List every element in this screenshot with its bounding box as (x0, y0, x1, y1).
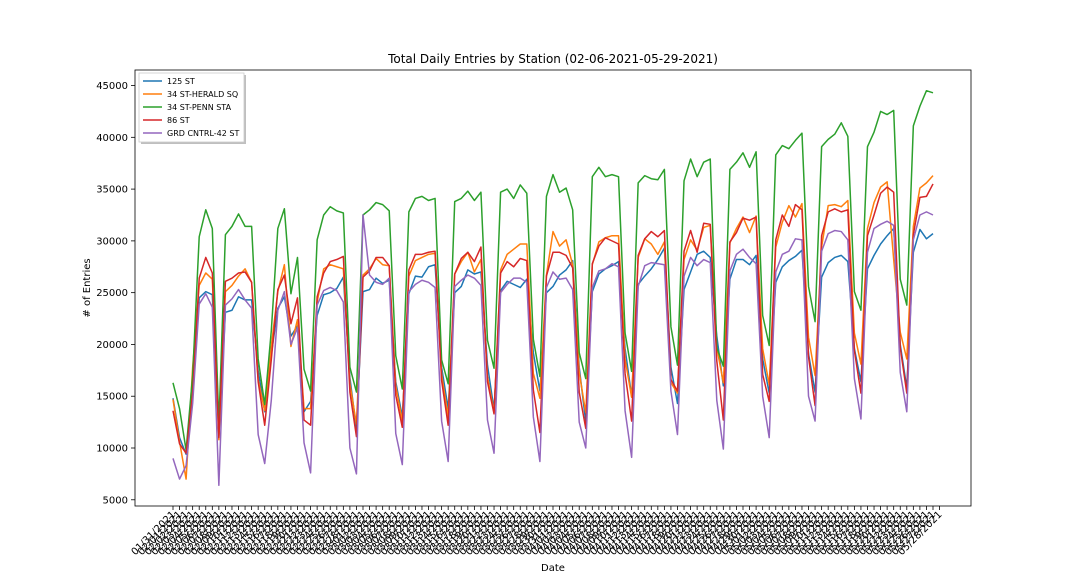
plot-area (134, 69, 972, 507)
y-tick-label: 15000 (96, 392, 128, 403)
x-axis-label: Date (541, 563, 565, 574)
y-tick-label: 25000 (96, 288, 128, 299)
legend-entry: 34 ST-HERALD SQ (167, 90, 238, 99)
y-tick-label: 5000 (103, 495, 128, 506)
series-layer (172, 89, 934, 487)
legend: 125 ST 34 ST-HERALD SQ 34 ST-PENN STA 86 ST… (138, 72, 246, 144)
series-line-4 (172, 183, 934, 454)
legend-items: 125 ST 34 ST-HERALD SQ 34 ST-PENN STA 86 ST… (143, 77, 239, 138)
chart-title: Total Daily Entries by Station (02-06-20… (387, 52, 718, 66)
legend-entry: 34 ST-PENN STA (167, 103, 232, 112)
y-tick-label: 20000 (96, 340, 128, 351)
series-line-3 (172, 89, 934, 451)
y-tick-label: 10000 (96, 444, 128, 455)
legend-entry: 125 ST (167, 77, 195, 86)
series-line-5 (172, 211, 934, 487)
y-tick-label: 30000 (96, 236, 128, 247)
y-tick-label: 40000 (96, 133, 128, 144)
y-axis-label: # of Entries (82, 258, 93, 317)
legend-entry: GRD CNTRL-42 ST (167, 129, 239, 138)
y-axis: 5000 10000 15000 20000 25000 30000 35000 40000 4… (96, 81, 135, 506)
legend-entry: 86 ST (167, 116, 190, 125)
y-tick-label: 45000 (96, 81, 128, 92)
x-axis: 01/31/202102/01/202102/02/202102/03/2021… (130, 506, 945, 558)
y-tick-label: 35000 (96, 185, 128, 196)
